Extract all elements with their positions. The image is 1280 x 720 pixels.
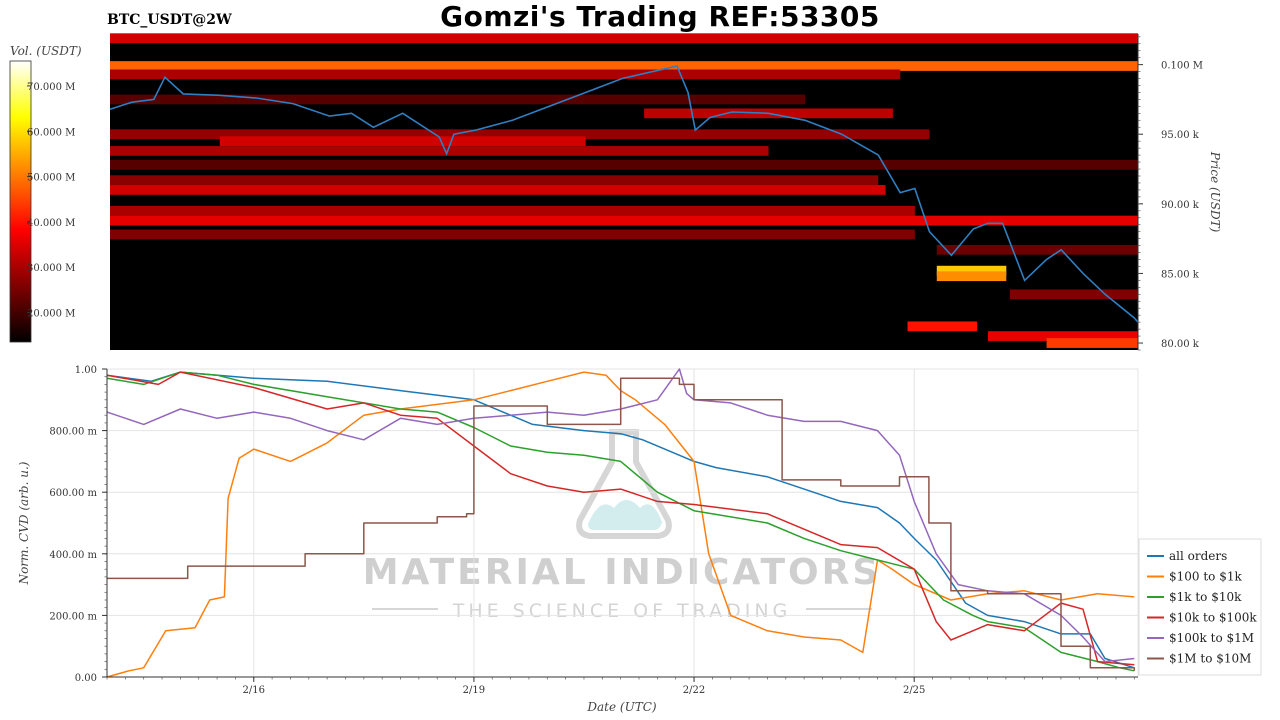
page-title: Gomzi's Trading REF:53305 — [440, 0, 880, 33]
heatmap-band — [1009, 289, 1138, 300]
colorbar-label: Vol. (USDT) — [10, 44, 82, 58]
legend-item: $1k to $10k — [1169, 590, 1242, 604]
legend-item: all orders — [1169, 549, 1227, 563]
heatmap-band — [110, 215, 1138, 226]
heatmap-band — [110, 185, 886, 195]
heatmap-band — [110, 69, 901, 80]
legend — [1138, 538, 1262, 676]
heatmap-panel: 0.100 M 95.00 k 90.00 k 85.00 k 80.00 k Price… — [9, 33, 1222, 351]
colorbar-tick-label: 20.000 M — [27, 309, 75, 320]
series-line — [106, 371, 1135, 678]
watermark-brand: MATERIAL INDICATORS — [363, 552, 882, 593]
y-tick-label: 400.00 m — [49, 550, 97, 561]
series-line — [106, 371, 1135, 669]
price-tick-label: 85.00 k — [1161, 269, 1200, 280]
cvd-panel: 0.00 200.00 m 400.00 m 600.00 m 800.00 m 1.00… — [17, 365, 1262, 714]
y-tick-label: 200.00 m — [49, 611, 97, 622]
price-tick-label: 90.00 k — [1161, 200, 1200, 211]
x-axis-label: Date (UTC) — [586, 700, 656, 714]
price-line — [109, 65, 1139, 323]
heatmap-band — [936, 244, 1138, 255]
x-tick-label: 2/25 — [903, 685, 925, 696]
heatmap-band — [110, 129, 930, 140]
y-axis-label: Norm. CVD (arb. u.) — [17, 461, 31, 585]
watermark: MATERIAL INDICATORS THE SCIENCE OF TRADI… — [363, 429, 882, 622]
colorbar-tick-label: 60.000 M — [27, 127, 75, 138]
flask-fill-icon — [588, 500, 662, 530]
heatmap-band — [110, 33, 1138, 44]
colorbar-tick-label: 70.000 M — [27, 82, 75, 93]
flask-icon — [576, 429, 672, 539]
heatmap-band — [110, 229, 915, 240]
colorbar-tick-label: 30.000 M — [27, 263, 75, 274]
heatmap-band — [1046, 338, 1138, 348]
series-line — [107, 377, 1136, 671]
y-tick-label: 0.00 — [75, 673, 97, 684]
series-line — [106, 371, 1135, 666]
heatmap-band — [936, 271, 1007, 282]
y-tick-label: 600.00 m — [49, 488, 97, 499]
colorbar — [9, 60, 32, 343]
x-tick-label: 2/16 — [243, 685, 265, 696]
price-tick-label: 0.100 M — [1161, 61, 1203, 72]
x-tick-label: 2/22 — [683, 685, 705, 696]
heatmap-band — [110, 175, 879, 186]
price-tick-label: 80.00 k — [1161, 339, 1200, 350]
colorbar-tick-label: 40.000 M — [27, 218, 75, 229]
series-line — [106, 371, 1135, 672]
y-tick-label: 1.00 — [75, 365, 97, 376]
heatmap-band — [110, 205, 915, 216]
heatmap-band — [936, 265, 1007, 276]
y-tick-label: 800.00 m — [49, 427, 97, 438]
heatmap-band — [219, 136, 586, 147]
x-tick-label: 2/19 — [463, 685, 485, 696]
heatmap-band — [110, 61, 1138, 71]
heatmap-band — [907, 321, 978, 332]
legend-item: $1M to $10M — [1169, 652, 1251, 666]
colorbar-tick-label: 50.000 M — [27, 173, 75, 184]
heatmap-band — [110, 146, 769, 156]
legend-item: $100 to $1k — [1169, 570, 1242, 584]
price-axis-label: Price (USDT) — [1208, 151, 1222, 233]
symbol-label: BTC_USDT@2W — [107, 12, 232, 28]
legend-item: $10k to $100k — [1169, 611, 1257, 625]
heatmap-band — [110, 159, 1138, 170]
price-tick-label: 95.00 k — [1161, 130, 1200, 141]
series-line — [106, 368, 1135, 663]
watermark-tagline: THE SCIENCE OF TRADING — [452, 600, 792, 622]
legend-item: $100k to $1M — [1169, 631, 1254, 645]
heatmap-band — [110, 94, 806, 105]
heatmap-band — [988, 331, 1138, 341]
